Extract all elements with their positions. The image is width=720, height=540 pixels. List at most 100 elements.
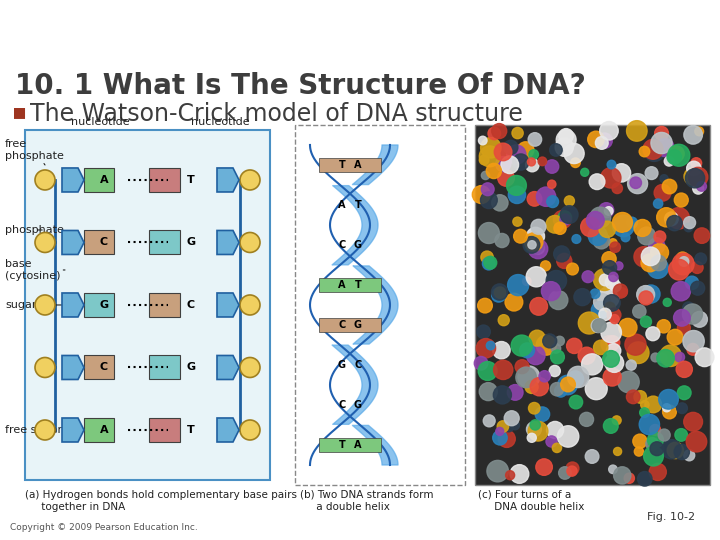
Circle shape — [574, 288, 591, 306]
Circle shape — [554, 222, 566, 234]
Circle shape — [683, 330, 704, 352]
Circle shape — [581, 168, 589, 177]
Text: A: A — [338, 200, 346, 210]
Circle shape — [528, 158, 536, 166]
Circle shape — [590, 207, 611, 228]
Circle shape — [626, 390, 640, 404]
Text: T: T — [355, 280, 361, 290]
Circle shape — [572, 234, 581, 244]
Circle shape — [560, 206, 578, 224]
Circle shape — [665, 157, 674, 166]
Circle shape — [684, 223, 693, 232]
Text: A: A — [354, 160, 361, 170]
Circle shape — [658, 429, 670, 441]
Circle shape — [607, 308, 621, 322]
Circle shape — [528, 402, 540, 414]
Circle shape — [610, 315, 619, 323]
Circle shape — [529, 150, 539, 159]
Circle shape — [550, 382, 564, 396]
Text: sugar: sugar — [5, 300, 62, 310]
Circle shape — [530, 420, 540, 430]
Circle shape — [531, 219, 546, 234]
Circle shape — [626, 360, 636, 370]
Text: C: C — [338, 320, 346, 330]
Bar — [149, 355, 179, 380]
Circle shape — [487, 461, 508, 482]
Circle shape — [610, 281, 621, 292]
Circle shape — [599, 308, 611, 321]
Circle shape — [546, 421, 564, 438]
Circle shape — [639, 146, 649, 157]
Circle shape — [645, 167, 658, 179]
Circle shape — [523, 237, 540, 253]
Text: T: T — [187, 175, 195, 185]
Circle shape — [494, 143, 512, 161]
Circle shape — [691, 261, 703, 273]
Circle shape — [637, 471, 652, 486]
Bar — [319, 278, 381, 292]
Circle shape — [675, 429, 688, 441]
Circle shape — [240, 357, 260, 377]
Circle shape — [665, 212, 678, 226]
Text: C: C — [100, 362, 108, 373]
Circle shape — [512, 127, 523, 139]
Bar — [149, 418, 179, 442]
Circle shape — [679, 256, 689, 266]
Text: ▪: ▪ — [12, 102, 27, 122]
Circle shape — [526, 346, 545, 364]
Bar — [149, 293, 179, 317]
Circle shape — [555, 336, 564, 346]
Polygon shape — [62, 168, 84, 192]
Circle shape — [567, 466, 577, 476]
Circle shape — [566, 462, 579, 475]
Circle shape — [601, 322, 621, 343]
Circle shape — [536, 335, 557, 355]
Circle shape — [524, 233, 543, 251]
Circle shape — [35, 420, 55, 440]
Text: Fig. 10-2: Fig. 10-2 — [647, 512, 695, 522]
Circle shape — [530, 298, 547, 315]
Circle shape — [659, 389, 678, 409]
Circle shape — [35, 233, 55, 253]
Circle shape — [480, 155, 489, 165]
Circle shape — [492, 195, 508, 211]
Circle shape — [552, 443, 562, 453]
Circle shape — [482, 257, 495, 270]
Circle shape — [525, 235, 544, 254]
Circle shape — [688, 167, 708, 187]
Circle shape — [526, 158, 539, 172]
Circle shape — [634, 247, 654, 267]
Circle shape — [567, 263, 578, 275]
Circle shape — [480, 192, 498, 208]
Circle shape — [495, 233, 509, 247]
Circle shape — [474, 356, 488, 370]
Circle shape — [530, 377, 549, 396]
Text: The Watson-Crick model of DNA structure: The Watson-Crick model of DNA structure — [30, 102, 523, 126]
Circle shape — [571, 158, 580, 167]
Circle shape — [649, 424, 661, 435]
Circle shape — [621, 233, 630, 242]
Bar — [84, 355, 114, 380]
Circle shape — [685, 168, 705, 188]
Circle shape — [669, 259, 689, 280]
Circle shape — [486, 341, 495, 350]
Circle shape — [493, 386, 511, 404]
Text: T: T — [187, 425, 195, 435]
Circle shape — [624, 473, 634, 483]
Circle shape — [678, 321, 690, 334]
Bar — [84, 231, 114, 254]
Circle shape — [578, 312, 600, 334]
Circle shape — [498, 170, 514, 186]
Circle shape — [634, 219, 651, 237]
Circle shape — [507, 176, 526, 195]
Circle shape — [612, 416, 621, 425]
Polygon shape — [62, 231, 84, 254]
Circle shape — [240, 233, 260, 253]
Bar — [84, 418, 114, 442]
Circle shape — [516, 367, 536, 388]
Circle shape — [636, 286, 654, 303]
Circle shape — [548, 180, 556, 188]
Circle shape — [649, 238, 665, 254]
Circle shape — [597, 133, 612, 149]
Circle shape — [555, 138, 573, 157]
